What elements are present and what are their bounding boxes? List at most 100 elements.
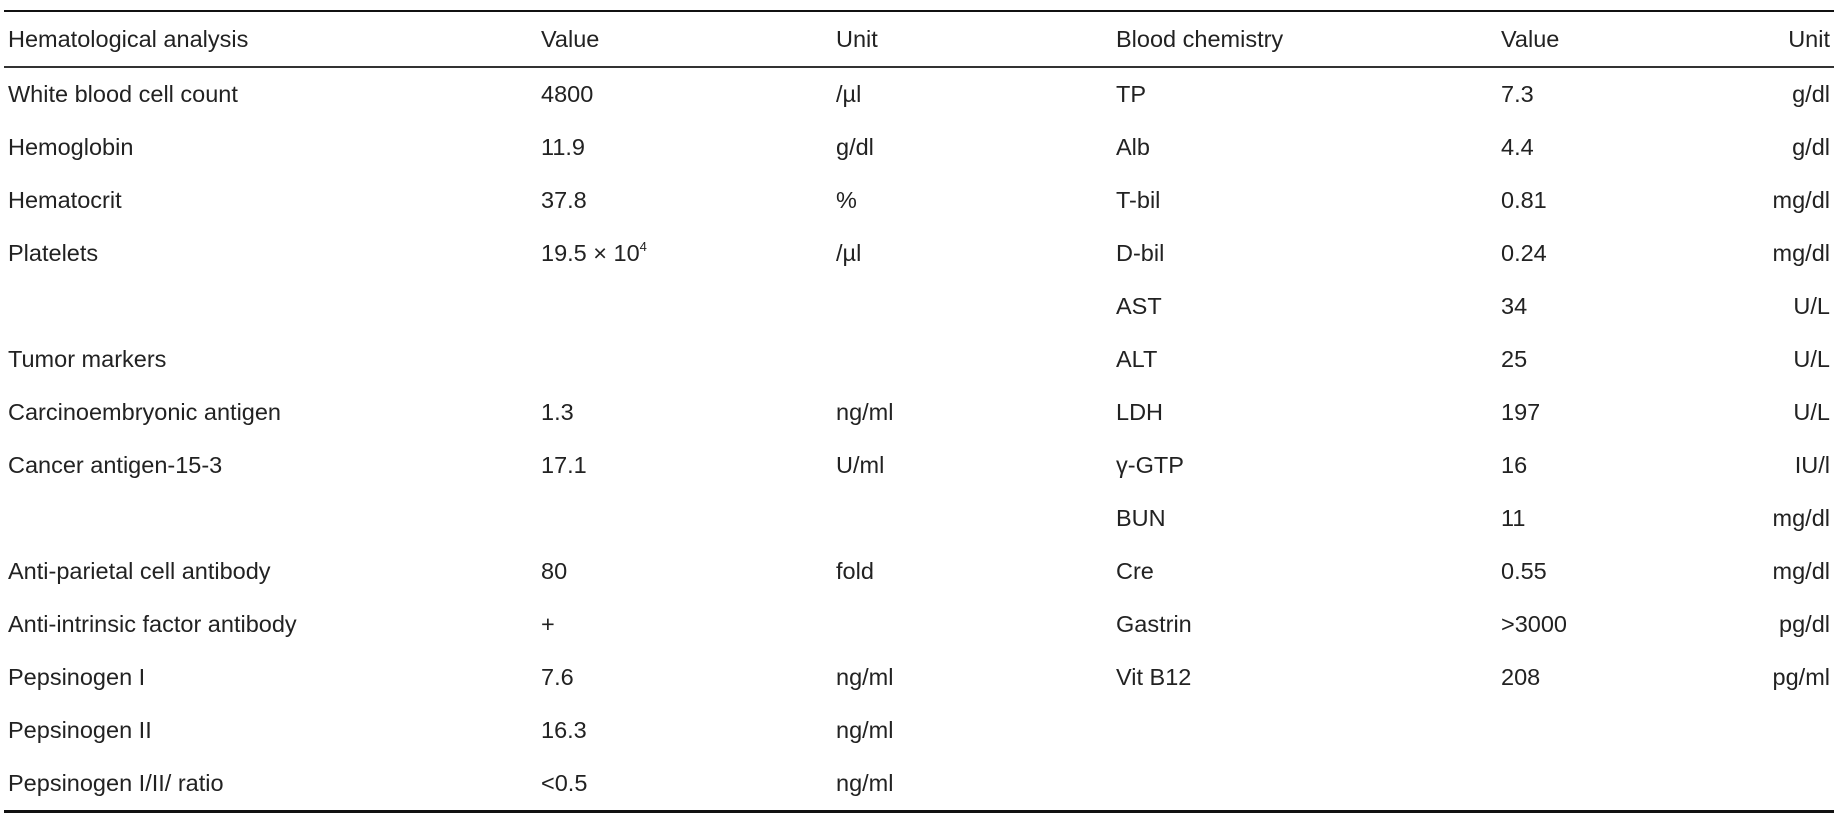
left-test-unit: /µl bbox=[836, 240, 1116, 267]
table-row: BUN 11 mg/dl bbox=[4, 492, 1834, 545]
right-test-unit-text: g/dl bbox=[1792, 133, 1830, 160]
table-header-rule bbox=[4, 66, 1834, 68]
right-test-name-text: LDH bbox=[1116, 398, 1164, 425]
right-test-unit-text: U/L bbox=[1793, 345, 1830, 372]
left-test-value: 4800 bbox=[541, 81, 836, 108]
right-test-value: 4.4 bbox=[1501, 134, 1721, 161]
right-test-name-text: Alb bbox=[1116, 133, 1150, 160]
right-test-name: ALT bbox=[1116, 346, 1501, 373]
right-test-unit: g/dl bbox=[1721, 134, 1834, 161]
table-bottom-rule bbox=[4, 809, 1834, 813]
left-test-name: Pepsinogen II bbox=[4, 717, 541, 744]
left-test-unit-text: ng/ml bbox=[836, 398, 894, 425]
right-test-value-text: 0.24 bbox=[1501, 239, 1547, 266]
right-test-value-text: 208 bbox=[1501, 663, 1541, 690]
left-test-name-text: Platelets bbox=[8, 239, 99, 266]
right-test-value: 16 bbox=[1501, 452, 1721, 479]
right-test-value: 34 bbox=[1501, 293, 1721, 320]
right-test-name: T-bil bbox=[1116, 187, 1501, 214]
right-test-name-text: Vit B12 bbox=[1116, 663, 1192, 690]
left-test-name-text: Hematocrit bbox=[8, 186, 122, 213]
left-test-value: 80 bbox=[541, 558, 836, 585]
left-test-name: Platelets bbox=[4, 240, 541, 267]
right-test-name-text: Gastrin bbox=[1116, 610, 1192, 637]
header-value-right: Value bbox=[1501, 25, 1560, 52]
table-header-row: Hematological analysis Value Unit Blood … bbox=[4, 12, 1834, 66]
right-test-unit: g/dl bbox=[1721, 81, 1834, 108]
table-row: Carcinoembryonic antigen 1.3 ng/ml LDH 197 U/… bbox=[4, 386, 1834, 439]
left-test-name: White blood cell count bbox=[4, 81, 541, 108]
left-test-unit: /µl bbox=[836, 81, 1116, 108]
left-test-unit-text: % bbox=[836, 186, 857, 213]
header-blood-chemistry: Blood chemistry bbox=[1116, 25, 1284, 52]
right-test-name: LDH bbox=[1116, 399, 1501, 426]
right-test-value-text: 0.55 bbox=[1501, 557, 1547, 584]
right-test-value-text: 25 bbox=[1501, 345, 1528, 372]
right-test-name: AST bbox=[1116, 293, 1501, 320]
table-row: Tumor markers ALT 25 U/L bbox=[4, 333, 1834, 386]
right-test-value-text: 16 bbox=[1501, 451, 1528, 478]
table-row: Platelets 19.5 × 104/µl D-bil 0.24 mg/dl bbox=[4, 227, 1834, 280]
right-test-value: 25 bbox=[1501, 346, 1721, 373]
table-top-rule bbox=[4, 10, 1834, 12]
right-test-unit-text: mg/dl bbox=[1772, 186, 1830, 213]
left-test-value: <0.5 bbox=[541, 770, 836, 797]
left-test-name: Hemoglobin bbox=[4, 134, 541, 161]
left-test-unit: ng/ml bbox=[836, 770, 1116, 797]
left-test-value-text: 11.9 bbox=[541, 133, 585, 160]
header-unit-left: Unit bbox=[836, 25, 878, 52]
right-test-value: 11 bbox=[1501, 505, 1721, 532]
left-test-unit: g/dl bbox=[836, 134, 1116, 161]
left-test-name: Anti-intrinsic factor antibody bbox=[4, 611, 541, 638]
left-test-value-text: 19.5 × 10 bbox=[541, 239, 640, 266]
exponent-superscript: 4 bbox=[639, 238, 647, 254]
right-test-unit-text: mg/dl bbox=[1772, 557, 1830, 584]
right-test-unit: U/L bbox=[1721, 399, 1834, 426]
left-test-name-text: Pepsinogen II bbox=[8, 716, 152, 743]
left-test-name-text: Carcinoembryonic antigen bbox=[8, 398, 282, 425]
left-test-name-text: Tumor markers bbox=[8, 345, 167, 372]
left-test-value-text: + bbox=[541, 610, 555, 637]
right-test-value: 208 bbox=[1501, 664, 1721, 691]
left-test-name-text: Anti-parietal cell antibody bbox=[8, 557, 271, 584]
left-test-name-text: Hemoglobin bbox=[8, 133, 134, 160]
right-test-unit: U/L bbox=[1721, 293, 1834, 320]
right-test-name: Vit B12 bbox=[1116, 664, 1501, 691]
right-test-name: BUN bbox=[1116, 505, 1501, 532]
right-test-unit-text: IU/l bbox=[1794, 451, 1830, 478]
right-test-name-text: ALT bbox=[1116, 345, 1158, 372]
right-test-name-text: γ-GTP bbox=[1116, 451, 1184, 478]
left-test-value: 17.1 bbox=[541, 452, 836, 479]
right-test-name: Alb bbox=[1116, 134, 1501, 161]
right-test-unit-text: pg/ml bbox=[1772, 663, 1830, 690]
left-test-unit: ng/ml bbox=[836, 717, 1116, 744]
left-test-value-text: 80 bbox=[541, 557, 568, 584]
left-test-unit-text: g/dl bbox=[836, 133, 874, 160]
table-row: Pepsinogen II 16.3 ng/ml bbox=[4, 704, 1834, 757]
table-row: Pepsinogen I 7.6 ng/ml Vit B12 208 pg/ml bbox=[4, 651, 1834, 704]
right-test-unit: mg/dl bbox=[1721, 505, 1834, 532]
right-test-value: 197 bbox=[1501, 399, 1721, 426]
table-row: Hematocrit 37.8% T-bil 0.81 mg/dl bbox=[4, 174, 1834, 227]
header-value-left: Value bbox=[541, 25, 600, 52]
left-test-value-text: 7.6 bbox=[541, 663, 574, 690]
left-test-unit: fold bbox=[836, 558, 1116, 585]
left-test-unit: ng/ml bbox=[836, 399, 1116, 426]
left-test-unit-text: ng/ml bbox=[836, 716, 894, 743]
right-test-value: >3000 bbox=[1501, 611, 1721, 638]
left-test-value: 19.5 × 104 bbox=[541, 240, 836, 267]
left-test-unit: ng/ml bbox=[836, 664, 1116, 691]
left-test-value-text: <0.5 bbox=[541, 769, 588, 796]
table-body: White blood cell count 4800/µl TP 7.3 g/dl He… bbox=[4, 68, 1834, 810]
left-test-value: + bbox=[541, 611, 836, 638]
right-test-unit-text: g/dl bbox=[1792, 80, 1830, 107]
left-test-name: Hematocrit bbox=[4, 187, 541, 214]
right-test-name: γ-GTP bbox=[1116, 452, 1501, 479]
right-test-value-text: 4.4 bbox=[1501, 133, 1534, 160]
left-test-name: Cancer antigen-15-3 bbox=[4, 452, 541, 479]
left-test-unit-text: ng/ml bbox=[836, 769, 894, 796]
left-test-value: 37.8 bbox=[541, 187, 836, 214]
left-test-value: 1.3 bbox=[541, 399, 836, 426]
right-test-value-text: 197 bbox=[1501, 398, 1541, 425]
right-test-name: Cre bbox=[1116, 558, 1501, 585]
